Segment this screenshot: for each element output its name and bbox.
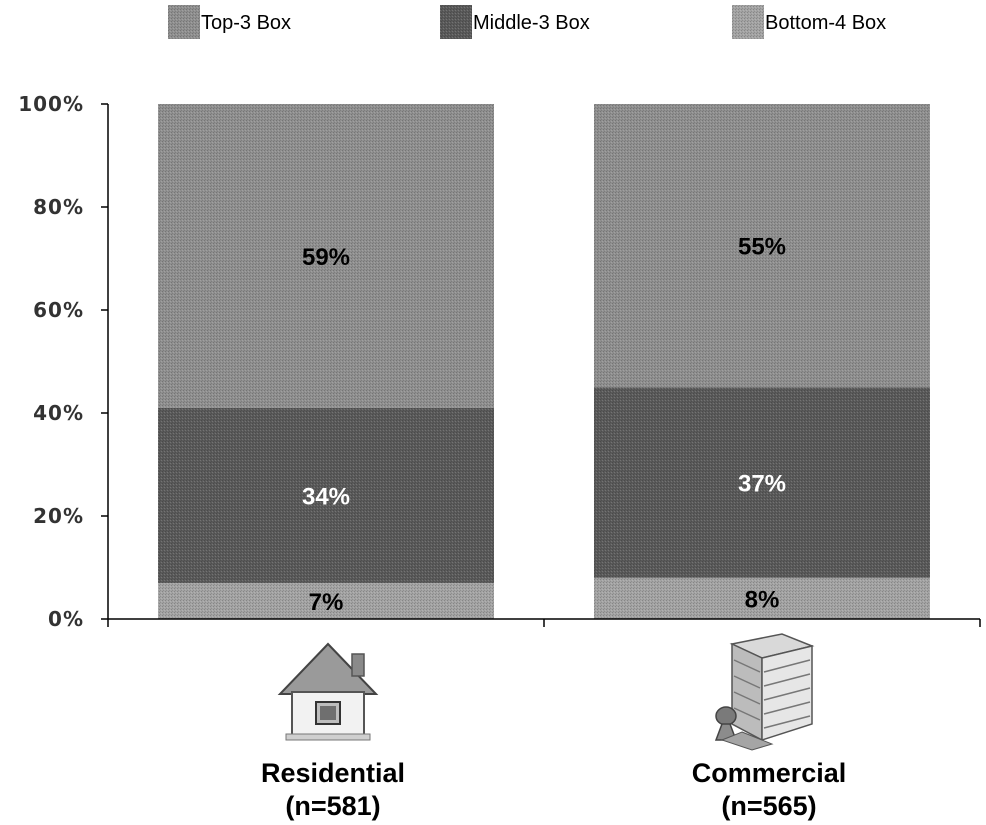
category-icons xyxy=(277,633,815,751)
y-tick-label: 20% xyxy=(33,504,84,528)
y-tick-label: 0% xyxy=(48,607,84,631)
legend-swatch-texture xyxy=(168,5,200,39)
bars-group: 7% 34% 59% 8% 37% 55% xyxy=(158,104,930,619)
legend-label: Top-3 Box xyxy=(201,12,291,34)
bar-texture xyxy=(594,104,930,388)
y-tick-label: 80% xyxy=(33,195,84,219)
category-label: Residential xyxy=(261,758,405,788)
bar-texture xyxy=(158,582,494,619)
legend: Top-3 Box Middle-3 Box Bottom-4 Box xyxy=(168,5,886,39)
bar-texture xyxy=(158,407,494,583)
y-tick-label: 60% xyxy=(33,298,84,322)
bar-texture xyxy=(594,387,930,578)
office-building-icon xyxy=(714,633,815,751)
legend-swatch-texture xyxy=(732,5,764,39)
y-tick-label: 40% xyxy=(33,401,84,425)
data-label: 59% xyxy=(302,244,350,271)
legend-label: Middle-3 Box xyxy=(473,12,590,34)
category-label: Commercial xyxy=(692,758,847,788)
house-icon xyxy=(277,642,379,741)
bar-texture xyxy=(594,577,930,619)
category-n-label: (n=565) xyxy=(721,791,816,821)
y-tick-label: 100% xyxy=(18,92,84,116)
category-n-label: (n=581) xyxy=(285,791,380,821)
legend-swatch-texture xyxy=(440,5,472,39)
category-labels: Residential(n=581) Commercial(n=565) xyxy=(261,758,846,821)
data-label: 8% xyxy=(745,586,780,613)
bar-texture xyxy=(158,104,494,408)
axes-group: 0% 20% 40% 60% 80% 100% xyxy=(18,92,981,631)
data-label: 55% xyxy=(738,234,786,261)
legend-label: Bottom-4 Box xyxy=(765,12,886,34)
data-label: 7% xyxy=(309,589,344,616)
data-label: 34% xyxy=(302,483,350,510)
data-label: 37% xyxy=(738,471,786,498)
